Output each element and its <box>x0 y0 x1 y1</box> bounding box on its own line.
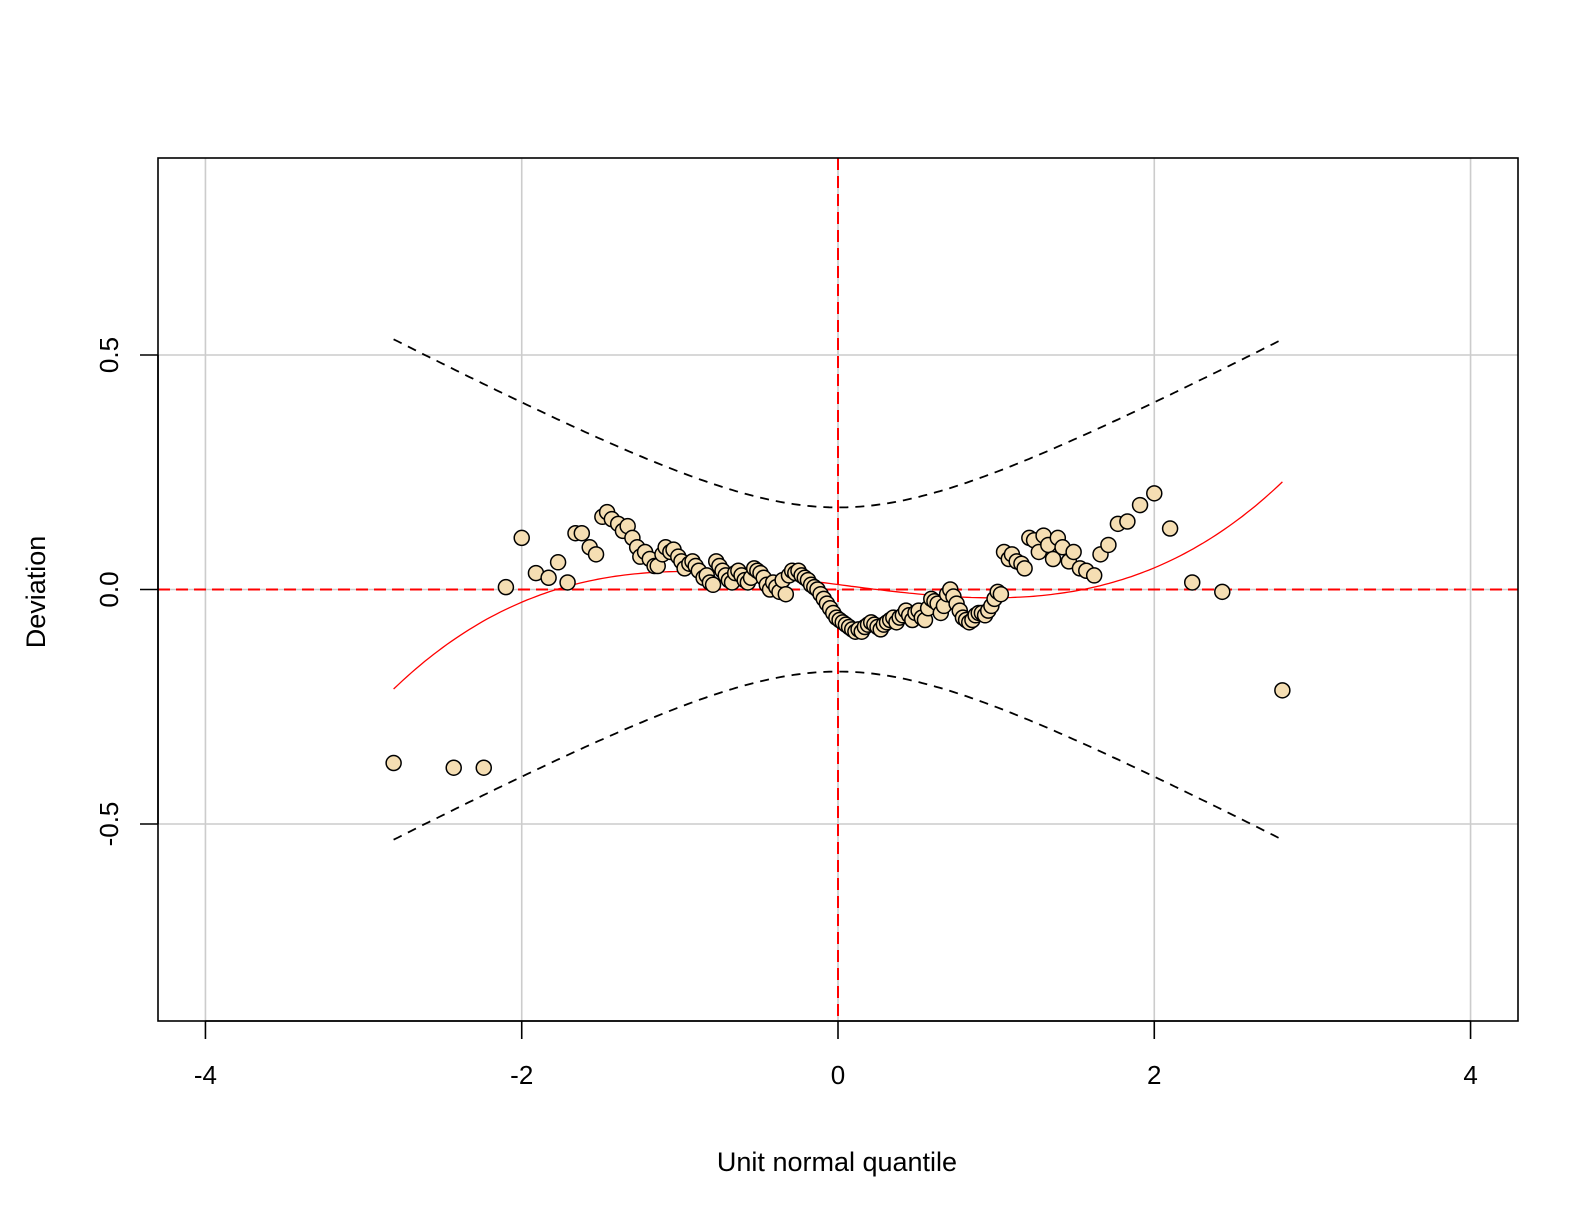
y-tick-label: 0.5 <box>94 337 124 373</box>
data-point <box>704 576 722 594</box>
trend-curve <box>393 481 1283 690</box>
data-point <box>385 754 402 772</box>
y-axis-title: Deviation <box>21 536 51 649</box>
confidence-band-upper <box>393 338 1283 509</box>
y-tick-label: 0.0 <box>94 571 124 607</box>
data-point <box>540 569 557 587</box>
data-point <box>1065 543 1082 561</box>
data-point <box>1044 550 1062 568</box>
data-point <box>559 574 576 591</box>
x-tick-label: 4 <box>1463 1060 1477 1090</box>
reference-lines <box>158 158 1518 1021</box>
data-point <box>573 524 591 542</box>
data-points <box>385 485 1291 776</box>
data-point <box>1146 485 1163 502</box>
data-point <box>992 585 1010 603</box>
data-point <box>549 554 567 571</box>
confidence-band <box>393 338 1283 841</box>
data-point <box>1131 496 1149 514</box>
data-point <box>587 546 605 563</box>
data-point <box>1274 682 1291 699</box>
data-point <box>475 759 493 776</box>
data-point <box>513 529 530 547</box>
x-axis-title: Unit normal quantile <box>717 1147 957 1177</box>
data-point <box>1016 560 1033 577</box>
x-tick-label: -4 <box>194 1060 217 1090</box>
x-axis: -4 -2 0 2 4 <box>194 1020 1478 1090</box>
x-tick-label: -2 <box>510 1060 533 1090</box>
confidence-band-lower <box>393 670 1283 841</box>
y-axis: -0.5 0.0 0.5 <box>94 337 159 847</box>
data-point <box>1214 583 1231 601</box>
data-point <box>497 578 515 596</box>
data-point <box>445 759 462 776</box>
data-point <box>1161 520 1179 537</box>
data-point <box>1100 536 1117 554</box>
data-point <box>777 585 795 603</box>
data-point <box>1119 513 1136 530</box>
data-point <box>1183 574 1201 591</box>
y-tick-label: -0.5 <box>94 802 124 847</box>
trend-line <box>393 481 1283 690</box>
x-tick-label: 0 <box>831 1060 845 1090</box>
data-point <box>1085 567 1103 584</box>
x-tick-label: 2 <box>1147 1060 1161 1090</box>
